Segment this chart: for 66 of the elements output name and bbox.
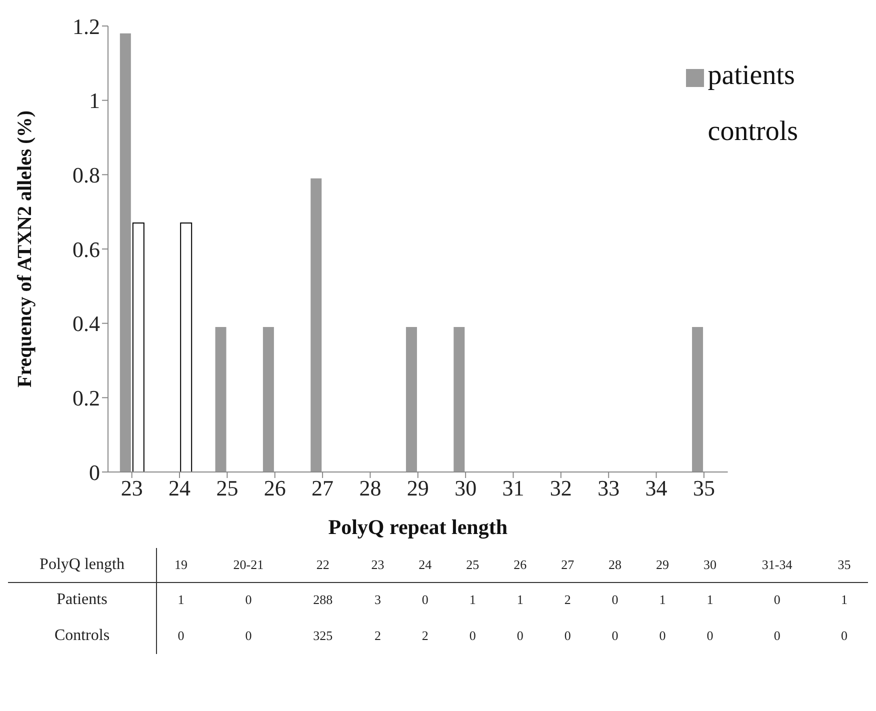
x-tick-label: 30	[454, 476, 477, 501]
x-tick-label: 23	[354, 548, 402, 582]
x-tick-label: 27	[312, 476, 334, 501]
data-label: 0	[610, 591, 620, 610]
x-tick-label: 30	[686, 548, 734, 582]
y-tick-label: Controls	[8, 618, 156, 654]
y-axis-title: Frequency of ATXN2 alleles (%)	[14, 110, 36, 388]
data-label: 1	[706, 591, 714, 610]
y-tick-label: 0.2	[72, 385, 100, 410]
y-tick-label: 1	[89, 88, 100, 114]
x-tick-label: 28	[359, 476, 382, 501]
y-tick-label: 0.4	[72, 311, 100, 336]
data-label: 1	[658, 591, 667, 610]
x-tick-label: 31-34	[734, 548, 820, 582]
x-tick-label: 29	[406, 476, 429, 501]
x-axis-title: PolyQ repeat length	[328, 515, 508, 539]
data-label: 0	[772, 627, 782, 645]
x-tick-label: 29	[638, 548, 686, 582]
data-label: 0	[176, 627, 186, 645]
x-tick-label: 28	[591, 548, 639, 582]
data-label: 0	[772, 591, 782, 610]
legend-label: patients	[708, 60, 795, 91]
x-tick-label: 35	[820, 548, 868, 582]
x-tick-label: 24	[401, 548, 449, 582]
data-label: 0	[610, 627, 620, 645]
y-tick-label: Patients	[8, 582, 156, 618]
x-tick-label: 23	[120, 476, 143, 501]
data-label: 0	[706, 627, 714, 645]
y-tick-label: 0	[89, 460, 100, 485]
data-label: 1	[516, 591, 524, 610]
x-tick-label: 25	[216, 476, 238, 501]
text: controls	[708, 116, 798, 147]
data-label: 0	[563, 627, 572, 645]
data-label: 0	[420, 591, 430, 610]
data-label: 288	[312, 591, 334, 610]
data-label: 0	[658, 627, 667, 645]
x-tick-label: 33	[598, 476, 620, 501]
data-label: 1	[468, 591, 477, 610]
data-label: 2	[373, 627, 382, 645]
data-label: 325	[312, 627, 334, 645]
data-label: 0	[244, 591, 253, 610]
x-tick-label: 27	[544, 548, 592, 582]
data-label: 0	[516, 627, 524, 645]
data-label: 2	[563, 591, 572, 610]
data-label: 3	[373, 591, 382, 610]
data-label: 0	[840, 627, 848, 645]
x-tick-label: 34	[645, 476, 668, 501]
y-tick-label: 0.6	[72, 236, 100, 262]
y-tick-label: 0.8	[72, 162, 100, 188]
x-tick-label: 22	[292, 548, 354, 582]
x-tick-label: 35	[692, 476, 715, 501]
data-label: 1	[176, 591, 186, 610]
data-label: 2	[420, 627, 430, 645]
y-tick-label: 1.2	[72, 14, 100, 39]
x-tick-label: 25	[448, 548, 496, 582]
data-label: 0	[468, 627, 477, 645]
x-tick-label: 19	[156, 548, 206, 582]
x-tick-label: 26	[264, 476, 286, 501]
x-tick-label: 31	[502, 476, 524, 501]
x-tick-label: 20-21	[205, 548, 292, 582]
data-label: 0	[244, 627, 253, 645]
data-label: 1	[840, 591, 848, 610]
x-tick-label: 26	[496, 548, 544, 582]
x-axis-title: PolyQ length	[8, 548, 156, 582]
x-tick-label: 32	[550, 476, 572, 501]
x-tick-label: 24	[168, 476, 191, 501]
